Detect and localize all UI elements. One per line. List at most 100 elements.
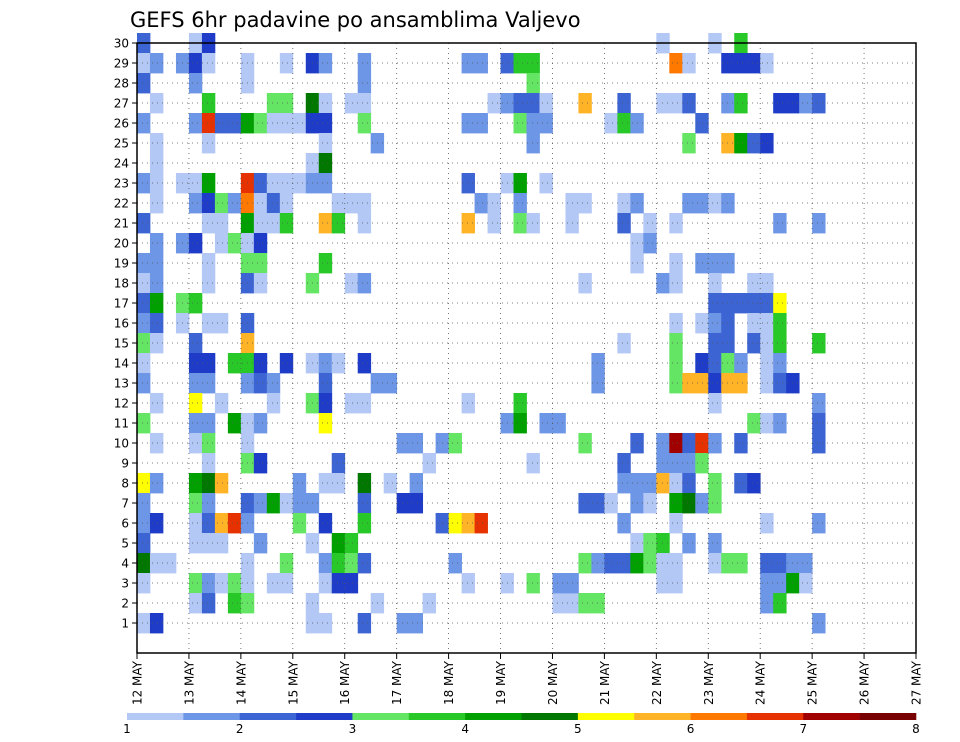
member-16-step-48-cell xyxy=(747,313,761,334)
member-19-step-45-cell xyxy=(708,253,722,274)
member-12-step-53-cell xyxy=(812,393,826,414)
member-6-step-53-cell xyxy=(812,513,826,534)
member-6-step-13-cell xyxy=(292,513,307,534)
member-6-step-27-cell xyxy=(474,513,488,534)
member-22-step-8-cell xyxy=(227,193,242,214)
member-26-step-38-cell xyxy=(617,113,631,134)
member-12-step-11-cell xyxy=(266,393,281,414)
member-10-step-6-cell xyxy=(201,433,216,454)
member-8-step-43-cell xyxy=(682,473,696,494)
colorbar-swatch-2 xyxy=(183,713,241,720)
member-18-step-35-cell xyxy=(578,273,592,294)
member-4-step-2-cell xyxy=(149,553,164,574)
member-14-step-47-cell xyxy=(734,353,748,374)
member-8-step-7-cell xyxy=(214,473,229,494)
member-18-step-10-cell xyxy=(253,273,268,294)
member-4-step-52-cell xyxy=(799,553,813,574)
member-21-step-12-cell xyxy=(279,213,294,234)
member-3-step-17-cell xyxy=(344,573,359,594)
member-8-step-18-cell xyxy=(357,473,372,494)
member-29-step-27-cell xyxy=(474,53,488,74)
member-26-step-18-cell xyxy=(357,113,372,134)
colorbar-label-5: 5 xyxy=(574,722,582,736)
member-9-step-38-cell xyxy=(617,453,631,474)
member-22-step-38-cell xyxy=(617,193,631,214)
member-27-step-42-cell xyxy=(669,93,683,114)
member-15-step-1-cell xyxy=(137,333,151,354)
member-11-step-6-cell xyxy=(201,413,216,434)
colorbar-swatch-14 xyxy=(859,713,917,720)
y-tick-label-10: 10 xyxy=(114,437,129,451)
member-17-step-45-cell xyxy=(708,293,722,314)
member-25-step-47-cell xyxy=(734,133,748,154)
member-27-step-31-cell xyxy=(526,93,540,114)
member-11-step-5-cell xyxy=(188,413,203,434)
member-13-step-11-cell xyxy=(266,373,281,394)
member-21-step-53-cell xyxy=(812,213,826,234)
member-2-step-6-cell xyxy=(201,593,216,614)
y-tick-label-17: 17 xyxy=(114,297,129,311)
colorbar-label-6: 6 xyxy=(687,722,695,736)
member-27-step-32-cell xyxy=(539,93,553,114)
member-18-step-17-cell xyxy=(344,273,359,294)
member-5-step-7-cell xyxy=(214,533,229,554)
member-26-step-13-cell xyxy=(292,113,307,134)
member-7-step-13-cell xyxy=(292,493,307,514)
member-29-step-1-cell xyxy=(137,53,151,74)
member-1-step-1-cell xyxy=(137,613,151,634)
member-8-step-13-cell xyxy=(292,473,307,494)
member-21-step-18-cell xyxy=(357,213,372,234)
y-tick-label-3: 3 xyxy=(121,577,129,591)
member-3-step-41-cell xyxy=(656,573,670,594)
member-13-step-50-cell xyxy=(773,373,787,394)
member-8-step-6-cell xyxy=(201,473,216,494)
member-27-step-6-cell xyxy=(201,93,216,114)
colorbar: 1234567810121520 xyxy=(123,713,920,736)
member-23-step-32-cell xyxy=(539,173,553,194)
member-3-step-11-cell xyxy=(266,573,281,594)
member-13-step-15-cell xyxy=(318,373,333,394)
member-4-step-41-cell xyxy=(656,553,670,574)
member-3-step-50-cell xyxy=(773,573,787,594)
y-tick-label-4: 4 xyxy=(121,557,129,571)
member-17-step-5-cell xyxy=(188,293,203,314)
member-7-step-12-cell xyxy=(279,493,294,514)
member-22-step-10-cell xyxy=(253,193,268,214)
member-10-step-25-cell xyxy=(448,433,462,454)
member-22-step-28-cell xyxy=(487,193,501,214)
x-tick-label-7: 18 MAY xyxy=(442,660,456,705)
member-3-step-7-cell xyxy=(214,573,229,594)
member-1-step-53-cell xyxy=(812,613,826,634)
member-4-step-40-cell xyxy=(643,553,657,574)
member-10-step-47-cell xyxy=(734,433,748,454)
member-12-step-5-cell xyxy=(188,393,203,414)
member-11-step-33-cell xyxy=(552,413,566,434)
member-5-step-16-cell xyxy=(331,533,346,554)
member-14-step-44-cell xyxy=(695,353,709,374)
member-8-step-20-cell xyxy=(383,473,398,494)
member-20-step-7-cell xyxy=(214,233,229,254)
member-29-step-2-cell xyxy=(149,53,164,74)
member-9-step-16-cell xyxy=(331,453,346,474)
member-21-step-10-cell xyxy=(253,213,268,234)
member-8-step-2-cell xyxy=(149,473,164,494)
y-tick-label-23: 23 xyxy=(114,177,129,191)
member-22-step-7-cell xyxy=(214,193,229,214)
member-18-step-45-cell xyxy=(708,273,722,294)
member-21-step-7-cell xyxy=(214,213,229,234)
member-23-step-13-cell xyxy=(292,173,307,194)
member-3-step-12-cell xyxy=(279,573,294,594)
member-9-step-44-cell xyxy=(695,453,709,474)
colorbar-swatch-9 xyxy=(577,713,635,720)
y-tick-label-13: 13 xyxy=(114,377,129,391)
member-7-step-11-cell xyxy=(266,493,281,514)
member-29-step-18-cell xyxy=(357,53,372,74)
member-27-step-38-cell xyxy=(617,93,631,114)
colorbar-swatch-8 xyxy=(521,713,579,720)
member-10-step-35-cell xyxy=(578,433,592,454)
member-17-step-50-cell xyxy=(773,293,787,314)
x-tick-label-4: 15 MAY xyxy=(286,660,300,705)
y-tick-label-26: 26 xyxy=(114,117,129,131)
member-7-step-18-cell xyxy=(357,493,372,514)
member-21-step-15-cell xyxy=(318,213,333,234)
